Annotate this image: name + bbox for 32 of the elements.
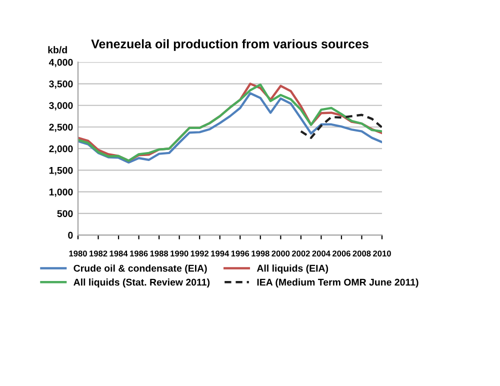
x-tick-label: 2010 xyxy=(373,250,391,256)
x-tick-label: 2000 xyxy=(272,250,290,256)
y-tick-label: 1,000 xyxy=(49,188,73,197)
legend-label: All liquids (EIA) xyxy=(256,264,328,274)
x-tick-label: 1988 xyxy=(150,250,168,256)
legend-label: Crude oil & condensate (EIA) xyxy=(74,264,207,274)
y-tick-label: 3,000 xyxy=(49,102,73,110)
y-tick-label: 4,000 xyxy=(48,58,73,68)
x-tick-label: 1990 xyxy=(170,250,188,256)
y-tick-label: 2,000 xyxy=(49,145,73,154)
y-tick-label: 0 xyxy=(68,232,73,239)
line-series xyxy=(300,114,382,139)
x-tick-label: 2006 xyxy=(332,250,350,256)
y-tick-label: 3,500 xyxy=(49,80,73,89)
x-tick-label: 1998 xyxy=(252,250,270,256)
y-tick-label: 500 xyxy=(57,210,73,218)
x-tick-label: 1982 xyxy=(90,250,108,256)
x-tick-label: 1980 xyxy=(69,250,87,256)
legend-label: All liquids (Stat. Review 2011) xyxy=(74,278,210,288)
x-tick-label: 2002 xyxy=(292,250,310,256)
x-tick-label: 1992 xyxy=(190,250,209,256)
y-tick-label: 2,500 xyxy=(49,124,73,132)
chart-title: Venezuela oil production from various sources xyxy=(91,39,368,51)
y-axis-title: kb/d xyxy=(48,46,67,54)
x-tick-label: 2008 xyxy=(352,250,371,256)
x-tick-label: 1994 xyxy=(211,250,230,256)
x-tick-label: 1996 xyxy=(231,250,250,256)
x-tick-label: 1984 xyxy=(110,250,128,256)
legend-label: IEA (Medium Term OMR June 2011) xyxy=(257,278,418,288)
x-tick-label: 2004 xyxy=(312,250,330,256)
x-tick-label: 1986 xyxy=(130,250,148,256)
y-tick-label: 1,500 xyxy=(49,166,73,176)
